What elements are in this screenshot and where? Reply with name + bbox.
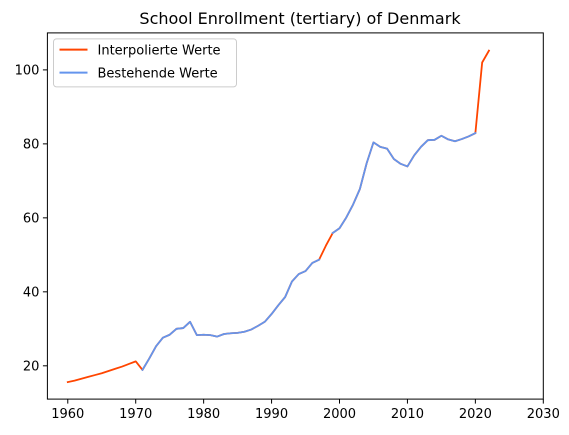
x-axis: 1960 1970 1980 1990 2000 2010 2020 2030	[51, 399, 560, 422]
y-axis: 20 40 60 80 100	[15, 63, 48, 374]
x-tick-label: 2000	[323, 407, 356, 422]
plot-frame	[46, 32, 544, 400]
x-tick-label: 2020	[459, 407, 492, 422]
y-tick-label: 20	[23, 359, 40, 374]
series-line-interpolated	[66, 49, 491, 384]
legend-label-interpolated: Interpolierte Werte	[98, 43, 221, 58]
x-tick-label: 2010	[391, 407, 424, 422]
y-tick-label: 80	[23, 137, 40, 152]
series-layer	[66, 49, 491, 384]
legend-box	[53, 38, 237, 88]
legend: Interpolierte Werte Bestehende Werte	[53, 38, 237, 88]
x-tick-label: 1990	[255, 407, 288, 422]
chart-title: School Enrollment (tertiary) of Denmark	[139, 9, 461, 28]
y-tick-label: 100	[15, 63, 40, 78]
y-tick-label: 60	[23, 211, 40, 226]
x-tick-label: 1960	[51, 407, 84, 422]
y-tick-label: 40	[23, 285, 40, 300]
x-tick-label: 2030	[527, 407, 560, 422]
legend-label-existing: Bestehende Werte	[98, 66, 218, 81]
x-tick-label: 1970	[119, 407, 152, 422]
x-tick-label: 1980	[187, 407, 220, 422]
series-line-existing	[141, 131, 477, 372]
plot-area	[46, 32, 544, 400]
